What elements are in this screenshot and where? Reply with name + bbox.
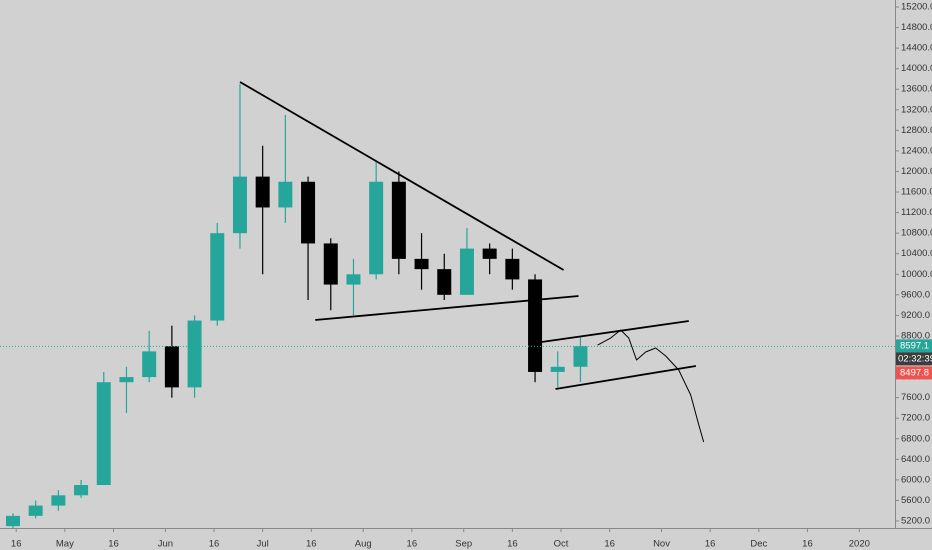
candle-body: [301, 181, 316, 244]
y-tick-label: 6400.0: [901, 454, 930, 465]
y-tick-label: 12800.0: [901, 125, 932, 136]
y-tick-label: 8800.0: [901, 330, 930, 341]
trend-line: [541, 320, 689, 343]
y-tick-label: 13600.0: [901, 84, 932, 95]
price-label: 8597.1: [900, 340, 929, 351]
x-tick-label: 16: [507, 539, 518, 550]
y-tick-label: 15200.0: [901, 2, 932, 13]
x-tick-label: Jun: [158, 539, 173, 550]
countdown-bg: [896, 352, 932, 366]
x-tick-label: May: [56, 539, 74, 550]
candle-body: [346, 274, 361, 285]
candle-body: [5, 515, 20, 527]
price-label-bg: [896, 366, 932, 380]
x-tick-label: 16: [802, 539, 813, 550]
trend-line: [555, 365, 697, 390]
price-label: 8497.8: [900, 367, 929, 378]
x-tick-label: 16: [11, 539, 22, 550]
y-tick-label: 12400.0: [901, 145, 932, 156]
y-tick-label: 5200.0: [901, 516, 930, 527]
candle-body: [414, 258, 429, 270]
countdown: 02:32:39: [898, 353, 932, 364]
candle-body: [323, 243, 338, 285]
x-tick-label: 16: [604, 539, 615, 550]
y-tick-label: 6800.0: [901, 433, 930, 444]
y-tick-label: 11200.0: [901, 207, 932, 218]
y-tick-label: 14000.0: [901, 63, 932, 74]
candle-body: [459, 248, 474, 295]
candle-body: [210, 233, 225, 321]
trend-line: [315, 295, 579, 321]
y-tick-label: 7600.0: [901, 392, 930, 403]
y-tick-label: 14400.0: [901, 43, 932, 54]
candle-body: [96, 382, 111, 486]
x-tick-label: Sep: [455, 539, 472, 550]
candle-body: [255, 176, 270, 208]
y-tick-label: 9600.0: [901, 289, 930, 300]
candle-body: [482, 248, 497, 259]
candle-body: [164, 346, 179, 388]
y-tick-label: 5600.0: [901, 495, 930, 506]
y-tick-label: 14800.0: [901, 22, 932, 33]
y-tick-label: 11600.0: [901, 187, 932, 198]
projection-curve: [597, 329, 705, 443]
x-tick-label: Dec: [750, 539, 767, 550]
candle-body: [505, 258, 520, 280]
candle-body: [51, 495, 66, 506]
y-tick-label: 9200.0: [901, 310, 930, 321]
candle-body: [528, 279, 543, 372]
y-tick-label: 10000.0: [901, 269, 932, 280]
x-tick-label: 16: [108, 539, 119, 550]
x-tick-label: 16: [209, 539, 220, 550]
candle-body: [573, 346, 588, 367]
x-tick-label: Nov: [653, 539, 670, 550]
trend-line: [239, 81, 565, 271]
x-tick-label: 2020: [849, 539, 870, 550]
candle-body: [28, 505, 43, 516]
price-label-bg: [896, 339, 932, 353]
y-tick-label: 10800.0: [901, 228, 932, 239]
x-tick-label: Oct: [554, 539, 569, 550]
candle-body: [142, 351, 157, 378]
x-tick-label: 16: [306, 539, 317, 550]
candle-body: [74, 485, 89, 496]
candle-body: [437, 269, 452, 295]
x-tick-label: 16: [407, 539, 418, 550]
candle-body: [391, 181, 406, 259]
y-tick-label: 13200.0: [901, 104, 932, 115]
candle-body: [550, 366, 565, 372]
x-tick-label: 16: [705, 539, 716, 550]
candle-body: [187, 320, 202, 388]
candle-body: [232, 176, 247, 234]
x-tick-label: Jul: [257, 539, 269, 550]
candle-body: [369, 181, 384, 275]
y-tick-label: 6000.0: [901, 474, 930, 485]
candle-body: [119, 377, 134, 383]
x-tick-label: Aug: [355, 539, 372, 550]
candle-body: [278, 181, 293, 208]
y-tick-label: 10400.0: [901, 248, 932, 259]
y-tick-label: 12000.0: [901, 166, 932, 177]
y-tick-label: 7200.0: [901, 413, 930, 424]
